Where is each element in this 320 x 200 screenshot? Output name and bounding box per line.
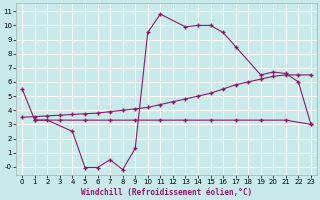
X-axis label: Windchill (Refroidissement éolien,°C): Windchill (Refroidissement éolien,°C) [81,188,252,197]
